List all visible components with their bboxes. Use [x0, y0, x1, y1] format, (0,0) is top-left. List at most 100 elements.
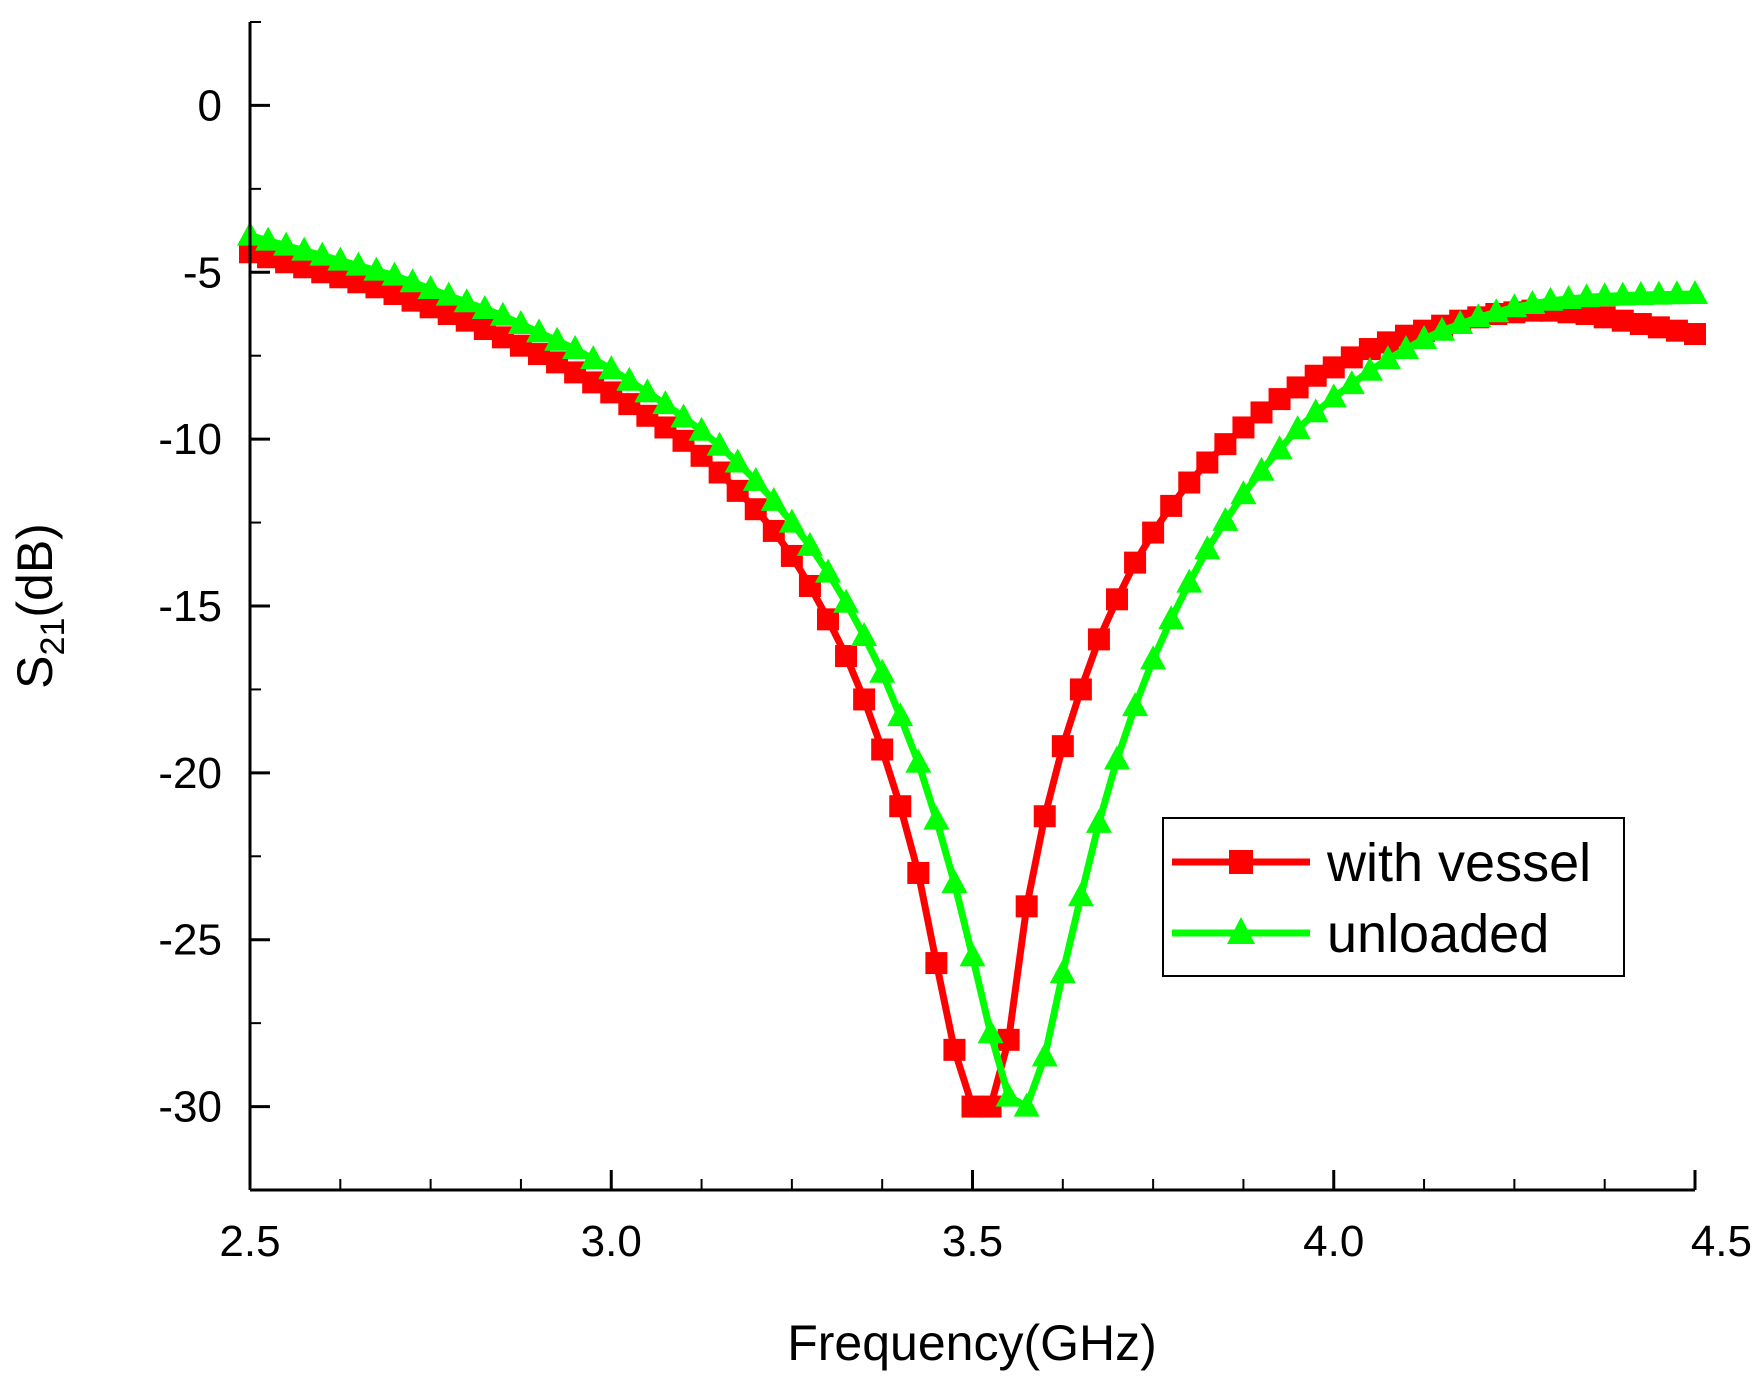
data-point-unloaded	[526, 318, 552, 343]
data-point-unloaded	[670, 403, 697, 428]
legend-label-with-vessel: with vessel	[1326, 833, 1591, 893]
data-point-with-vessel	[817, 608, 839, 631]
data-point-with-vessel	[1142, 521, 1165, 544]
data-point-with-vessel	[1106, 588, 1128, 611]
x-axis-title: Frequency(GHz)	[787, 1315, 1157, 1371]
data-point-unloaded	[688, 416, 715, 441]
data-point-with-vessel	[1232, 416, 1255, 439]
data-point-unloaded	[598, 355, 625, 380]
y-axis-title-tail: (dB)	[7, 523, 63, 617]
data-point-unloaded	[869, 658, 896, 683]
x-tick-label: 3.5	[942, 1217, 1003, 1266]
data-point-unloaded	[1645, 280, 1672, 305]
data-point-with-vessel	[419, 296, 442, 319]
data-point-with-vessel	[798, 574, 821, 597]
data-point-with-vessel	[1647, 316, 1670, 339]
data-point-with-vessel	[1124, 551, 1147, 574]
x-tick-label: 2.5	[219, 1217, 280, 1266]
data-point-unloaded	[1013, 1092, 1040, 1117]
data-point-with-vessel	[491, 326, 514, 349]
data-point-unloaded	[1194, 535, 1221, 560]
data-point-unloaded	[742, 466, 769, 491]
data-point-with-vessel	[455, 309, 478, 332]
data-point-unloaded	[1049, 959, 1076, 984]
x-tick-label: 4.0	[1303, 1217, 1364, 1266]
data-point-unloaded	[471, 295, 498, 319]
data-point-with-vessel	[1087, 628, 1110, 651]
data-point-unloaded	[1537, 286, 1564, 311]
y-tick-label: -20	[158, 749, 222, 798]
data-point-unloaded	[1067, 882, 1094, 907]
data-point-with-vessel	[943, 1038, 966, 1061]
data-point-with-vessel	[528, 343, 550, 366]
data-point-unloaded	[489, 301, 516, 326]
data-point-unloaded	[652, 390, 679, 415]
data-point-unloaded	[417, 275, 444, 299]
data-point-with-vessel	[907, 861, 930, 884]
data-point-with-vessel	[708, 461, 731, 484]
data-point-unloaded	[923, 805, 950, 830]
data-point-unloaded	[887, 702, 914, 727]
data-point-with-vessel	[365, 276, 388, 299]
data-point-unloaded	[977, 1019, 1004, 1044]
x-tick-label: 4.5	[1691, 1217, 1752, 1266]
data-point-unloaded	[833, 588, 860, 613]
data-point-unloaded	[309, 241, 336, 266]
data-point-unloaded	[1085, 808, 1112, 833]
data-point-with-vessel	[401, 289, 424, 312]
data-point-unloaded	[1555, 285, 1582, 309]
data-point-with-vessel	[1322, 356, 1345, 379]
data-point-with-vessel	[871, 738, 894, 761]
data-point-unloaded	[1031, 1042, 1058, 1067]
y-tick-label: -25	[158, 916, 222, 965]
data-point-unloaded	[1176, 568, 1203, 593]
data-point-with-vessel	[1376, 331, 1399, 354]
data-point-unloaded	[1212, 506, 1239, 531]
data-point-unloaded	[1627, 281, 1654, 305]
y-tick-label: 0	[198, 81, 222, 130]
data-point-with-vessel	[925, 952, 948, 975]
data-point-unloaded	[995, 1082, 1022, 1107]
data-point-unloaded	[453, 288, 480, 313]
data-point-unloaded	[1266, 435, 1293, 460]
data-point-unloaded	[778, 508, 805, 533]
data-point-with-vessel	[1684, 323, 1706, 346]
data-point-unloaded	[1104, 745, 1130, 770]
data-point-unloaded	[327, 246, 354, 271]
data-point-unloaded	[905, 748, 932, 773]
data-point-unloaded	[1284, 415, 1311, 440]
data-point-unloaded	[1230, 480, 1257, 505]
data-point-with-vessel	[311, 261, 334, 284]
data-point-unloaded	[959, 942, 986, 967]
data-point-with-vessel	[1340, 346, 1363, 369]
data-point-with-vessel	[672, 429, 695, 452]
data-point-with-vessel	[690, 444, 713, 467]
data-point-unloaded	[1122, 692, 1149, 717]
data-point-with-vessel	[600, 381, 623, 404]
y-tick-label: -15	[158, 582, 222, 631]
data-point-with-vessel	[275, 251, 298, 274]
data-point-with-vessel	[1358, 338, 1381, 361]
data-point-with-vessel	[1611, 309, 1634, 332]
data-point-unloaded	[1140, 645, 1167, 670]
data-point-unloaded	[1447, 310, 1474, 334]
data-point-unloaded	[1320, 383, 1347, 408]
data-point-with-vessel	[1196, 451, 1219, 474]
data-point-with-vessel	[1268, 388, 1291, 411]
data-point-with-vessel	[835, 645, 858, 668]
data-point-unloaded	[1591, 282, 1618, 307]
data-point-with-vessel	[1665, 319, 1688, 342]
data-point-with-vessel	[582, 371, 605, 394]
y-tick-label: -5	[183, 248, 222, 297]
data-point-unloaded	[544, 326, 571, 351]
data-point-with-vessel	[383, 282, 406, 305]
data-point-unloaded	[381, 261, 408, 286]
data-point-with-vessel	[1250, 401, 1273, 424]
data-point-unloaded	[706, 431, 733, 456]
legend-marker-with-vessel	[1229, 850, 1253, 874]
data-point-unloaded	[399, 268, 426, 293]
data-point-unloaded	[1248, 456, 1275, 481]
data-point-with-vessel	[780, 544, 803, 567]
